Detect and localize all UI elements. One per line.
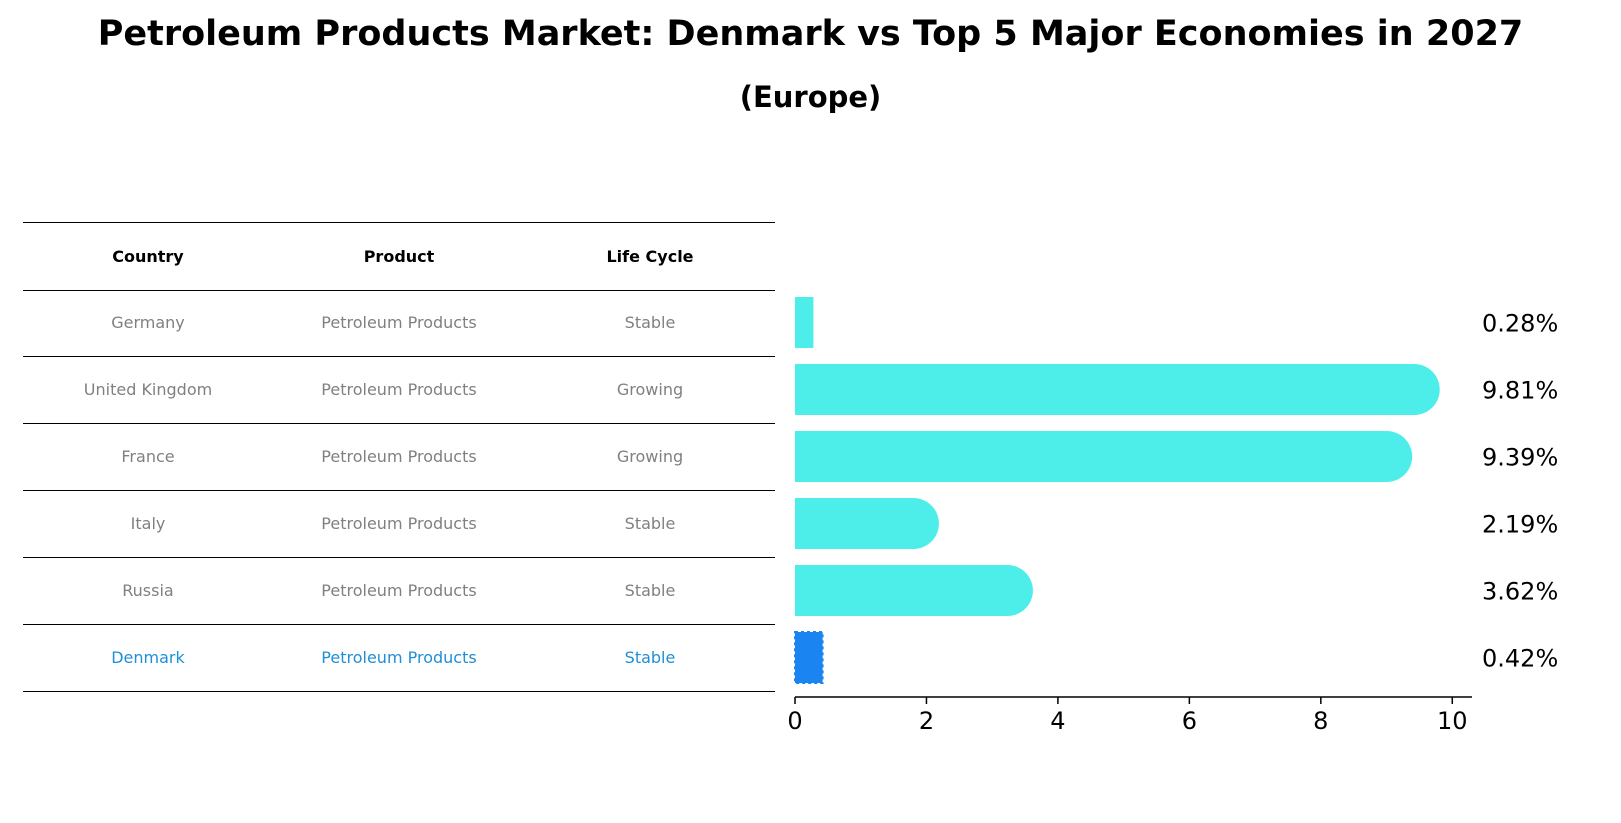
- cell-country: Germany: [111, 313, 185, 332]
- column-header-life-cycle: Life Cycle: [606, 247, 694, 266]
- table-row: Russia Petroleum Products Stable: [23, 557, 775, 625]
- table-row-highlight: Denmark Petroleum Products Stable: [23, 624, 775, 692]
- value-label: 3.62%: [1482, 578, 1558, 606]
- column-header-product: Product: [363, 247, 435, 266]
- value-label: 2.19%: [1482, 511, 1558, 539]
- table-header-row: Country Product Life Cycle: [23, 222, 775, 291]
- cell-life-cycle: Stable: [624, 313, 676, 332]
- table-row: Germany Petroleum Products Stable: [23, 289, 775, 357]
- table-row: Italy Petroleum Products Stable: [23, 490, 775, 558]
- bar-denmark: [794, 631, 824, 684]
- value-label: 0.42%: [1482, 645, 1558, 673]
- cell-life-cycle: Growing: [616, 380, 684, 399]
- cell-life-cycle: Stable: [624, 581, 676, 600]
- cell-product: Petroleum Products: [321, 581, 477, 600]
- cell-country: United Kingdom: [83, 380, 213, 399]
- cell-product: Petroleum Products: [321, 380, 477, 399]
- cell-life-cycle: Growing: [616, 447, 684, 466]
- chart-title: Petroleum Products Market: Denmark vs To…: [97, 14, 1524, 54]
- bar-united-kingdom: [795, 364, 1440, 415]
- cell-life-cycle: Stable: [624, 648, 676, 667]
- table-row: France Petroleum Products Growing: [23, 423, 775, 491]
- x-tick-label: 6: [1182, 707, 1197, 735]
- x-tick-label: 8: [1313, 707, 1328, 735]
- value-label: 9.39%: [1482, 444, 1558, 472]
- chart-subtitle: (Europe): [739, 80, 882, 114]
- cell-product: Petroleum Products: [321, 514, 477, 533]
- bar-germany: [795, 297, 814, 348]
- value-label: 9.81%: [1482, 377, 1558, 405]
- cell-country: Denmark: [111, 648, 185, 667]
- value-label: 0.28%: [1482, 310, 1558, 338]
- cell-country: Italy: [130, 514, 166, 533]
- x-tick-label: 10: [1437, 707, 1468, 735]
- x-tick-label: 2: [919, 707, 934, 735]
- x-tick-label: 0: [787, 707, 802, 735]
- bar-france: [795, 431, 1413, 482]
- column-header-country: Country: [112, 247, 184, 266]
- cell-life-cycle: Stable: [624, 514, 676, 533]
- bars-group: [794, 297, 1440, 684]
- x-axis: 0 2 4 6 8 10: [787, 696, 1472, 735]
- bar-russia: [795, 565, 1033, 616]
- cell-product: Petroleum Products: [321, 447, 477, 466]
- cell-product: Petroleum Products: [321, 313, 477, 332]
- bar-italy: [795, 498, 939, 549]
- cell-country: Russia: [122, 581, 174, 600]
- cell-country: France: [121, 447, 175, 466]
- table-row: United Kingdom Petroleum Products Growin…: [23, 356, 775, 424]
- x-tick-label: 4: [1050, 707, 1065, 735]
- cell-product: Petroleum Products: [321, 648, 477, 667]
- value-labels-group: 0.28% 9.81% 9.39% 2.19% 3.62% 0.42%: [1482, 310, 1558, 673]
